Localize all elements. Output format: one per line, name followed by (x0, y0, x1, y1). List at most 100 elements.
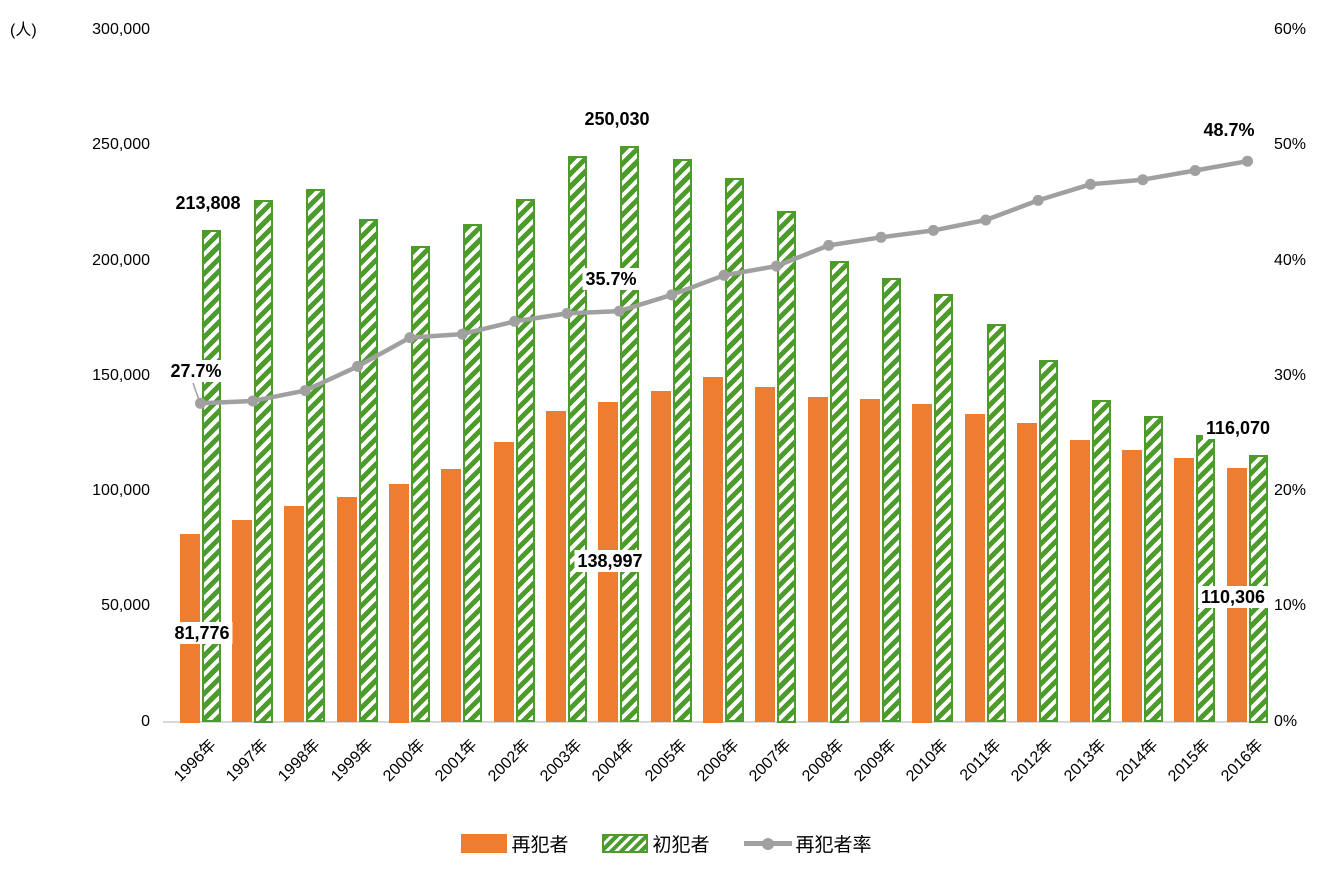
first-offenders-bar (463, 223, 483, 723)
first-offenders-bar (253, 200, 273, 723)
first-offenders-bar (515, 198, 535, 723)
first-offenders-bar (568, 156, 587, 723)
legend-label-repeat-offenders: 再犯者 (511, 835, 569, 856)
legend-label-repeat-rate: 再犯者率 (795, 835, 872, 856)
repeat-rate-marker (1137, 174, 1149, 186)
repeat-offenders-bar (493, 442, 514, 723)
repeat-rate-marker (875, 231, 887, 243)
repeat-offenders-bar (284, 506, 305, 723)
repeat-offenders-bar (1069, 439, 1090, 723)
first-offenders-bar (358, 218, 378, 723)
first-offenders-bar (882, 277, 902, 723)
right-axis-tick-label: 20% (1274, 482, 1307, 499)
right-axis-tick-label: 0% (1274, 712, 1298, 730)
repeat-rate-marker (980, 214, 992, 226)
repeat-rate-marker (1085, 178, 1096, 190)
x-axis-year-label: 2012年 (1008, 736, 1057, 786)
first-offenders-bar (829, 261, 849, 723)
repeat-offenders-bar (807, 396, 828, 723)
repeat-offenders-bar (860, 399, 881, 723)
repeat-offenders-bar (1017, 422, 1038, 723)
data-label: 27.7% (167, 360, 225, 382)
repeat-rate-line-swatch-icon (743, 837, 792, 850)
left-axis-tick-label: 300,000 (92, 21, 150, 38)
x-axis-year-label: 1996年 (170, 736, 220, 786)
first-offenders-bar (986, 324, 1006, 723)
data-label: 110,306 (1197, 586, 1269, 608)
right-axis-tick-label: 40% (1274, 251, 1307, 269)
label-leader-line (192, 382, 200, 401)
legend-item-repeat-rate: 再犯者率 (743, 830, 872, 857)
x-axis-year-label: 2000年 (380, 736, 429, 786)
x-axis-year-label: 2016年 (1217, 736, 1267, 786)
data-label: 81,776 (171, 622, 233, 644)
repeat-offenders-bar (650, 390, 671, 723)
left-axis-unit-label: (人) (10, 22, 37, 39)
repeat-offenders-bar (964, 414, 985, 723)
first-offenders-bar (1091, 400, 1111, 723)
x-axis-year-label: 1997年 (223, 736, 272, 786)
first-offenders-bar (1143, 415, 1163, 723)
x-axis-year-label: 2011年 (956, 736, 1005, 785)
x-axis-year-label: 2010年 (903, 736, 953, 786)
left-axis-tick-label: 0 (141, 712, 150, 730)
first-offenders-bar (1196, 434, 1216, 723)
right-axis-tick-label: 30% (1274, 366, 1307, 384)
repeat-offenders-bar (388, 483, 409, 723)
left-axis-tick-label: 250,000 (92, 136, 150, 154)
x-axis-year-label: 2008年 (798, 736, 848, 786)
x-axis-year-label: 2007年 (746, 736, 796, 786)
x-axis-year-label: 2004年 (589, 736, 638, 786)
x-axis-year-label: 2002年 (484, 736, 534, 786)
right-axis-tick-label: 10% (1274, 597, 1307, 615)
repeat-rate-marker (1242, 155, 1253, 167)
repeat-rate-marker (1189, 165, 1201, 176)
repeat-offenders-bar (1121, 449, 1142, 723)
x-axis-year-label: 2009年 (851, 736, 900, 786)
repeat-rate-marker-icon (761, 837, 774, 850)
data-label: 213,808 (172, 192, 244, 214)
repeat-offenders-bar (336, 497, 357, 723)
first-offenders-bar (934, 294, 954, 723)
x-axis-year-label: 2014年 (1112, 736, 1162, 786)
x-axis-year-label: 1998年 (275, 736, 324, 786)
left-axis-tick-label: 150,000 (92, 366, 150, 384)
x-axis-year-label: 2003年 (537, 736, 586, 786)
x-axis-year-label: 2015年 (1165, 736, 1214, 786)
repeat-rate-line (200, 158, 1248, 406)
repeat-rate-marker (927, 224, 939, 236)
data-label: 250,030 (581, 108, 653, 130)
first-offenders-bar (725, 177, 744, 723)
legend-item-repeat-offenders: 再犯者 (461, 830, 568, 857)
first-offenders-swatch-icon (602, 834, 649, 853)
data-label: 116,070 (1202, 417, 1274, 439)
repeat-offenders-swatch-icon (461, 834, 508, 853)
first-offenders-bar (306, 188, 326, 723)
legend: 再犯者 初犯者 再犯者率 (0, 830, 1333, 857)
repeat-rate-marker (1032, 194, 1044, 206)
x-axis-year-label: 2001年 (432, 736, 481, 786)
repeat-offenders-bar (231, 520, 252, 723)
first-offenders-bar (672, 159, 692, 723)
right-axis-tick-label: 60% (1274, 21, 1307, 38)
x-axis-year-label: 2013年 (1060, 736, 1110, 786)
left-axis-tick-label: 200,000 (92, 251, 150, 269)
legend-item-first-offenders: 初犯者 (602, 830, 710, 857)
repeat-offenders-bar (1174, 457, 1195, 723)
data-label: 48.7% (1200, 119, 1258, 141)
left-axis-tick-label: 50,000 (101, 597, 150, 615)
x-axis-year-label: 1999年 (327, 736, 377, 786)
first-offenders-bar (1039, 359, 1059, 723)
x-axis-year-label: 2005年 (641, 736, 691, 786)
repeat-offenders-bar (703, 377, 723, 723)
left-axis-tick-label: 100,000 (92, 482, 150, 499)
first-offenders-bar (620, 146, 640, 723)
repeat-offenders-bar (441, 469, 462, 723)
right-axis-tick-label: 50% (1274, 136, 1307, 154)
first-offenders-bar (201, 229, 221, 723)
first-offenders-bar (410, 246, 430, 723)
legend-label-first-offenders: 初犯者 (652, 835, 710, 856)
data-label: 35.7% (582, 268, 640, 290)
repeat-offenders-bar (912, 403, 933, 723)
